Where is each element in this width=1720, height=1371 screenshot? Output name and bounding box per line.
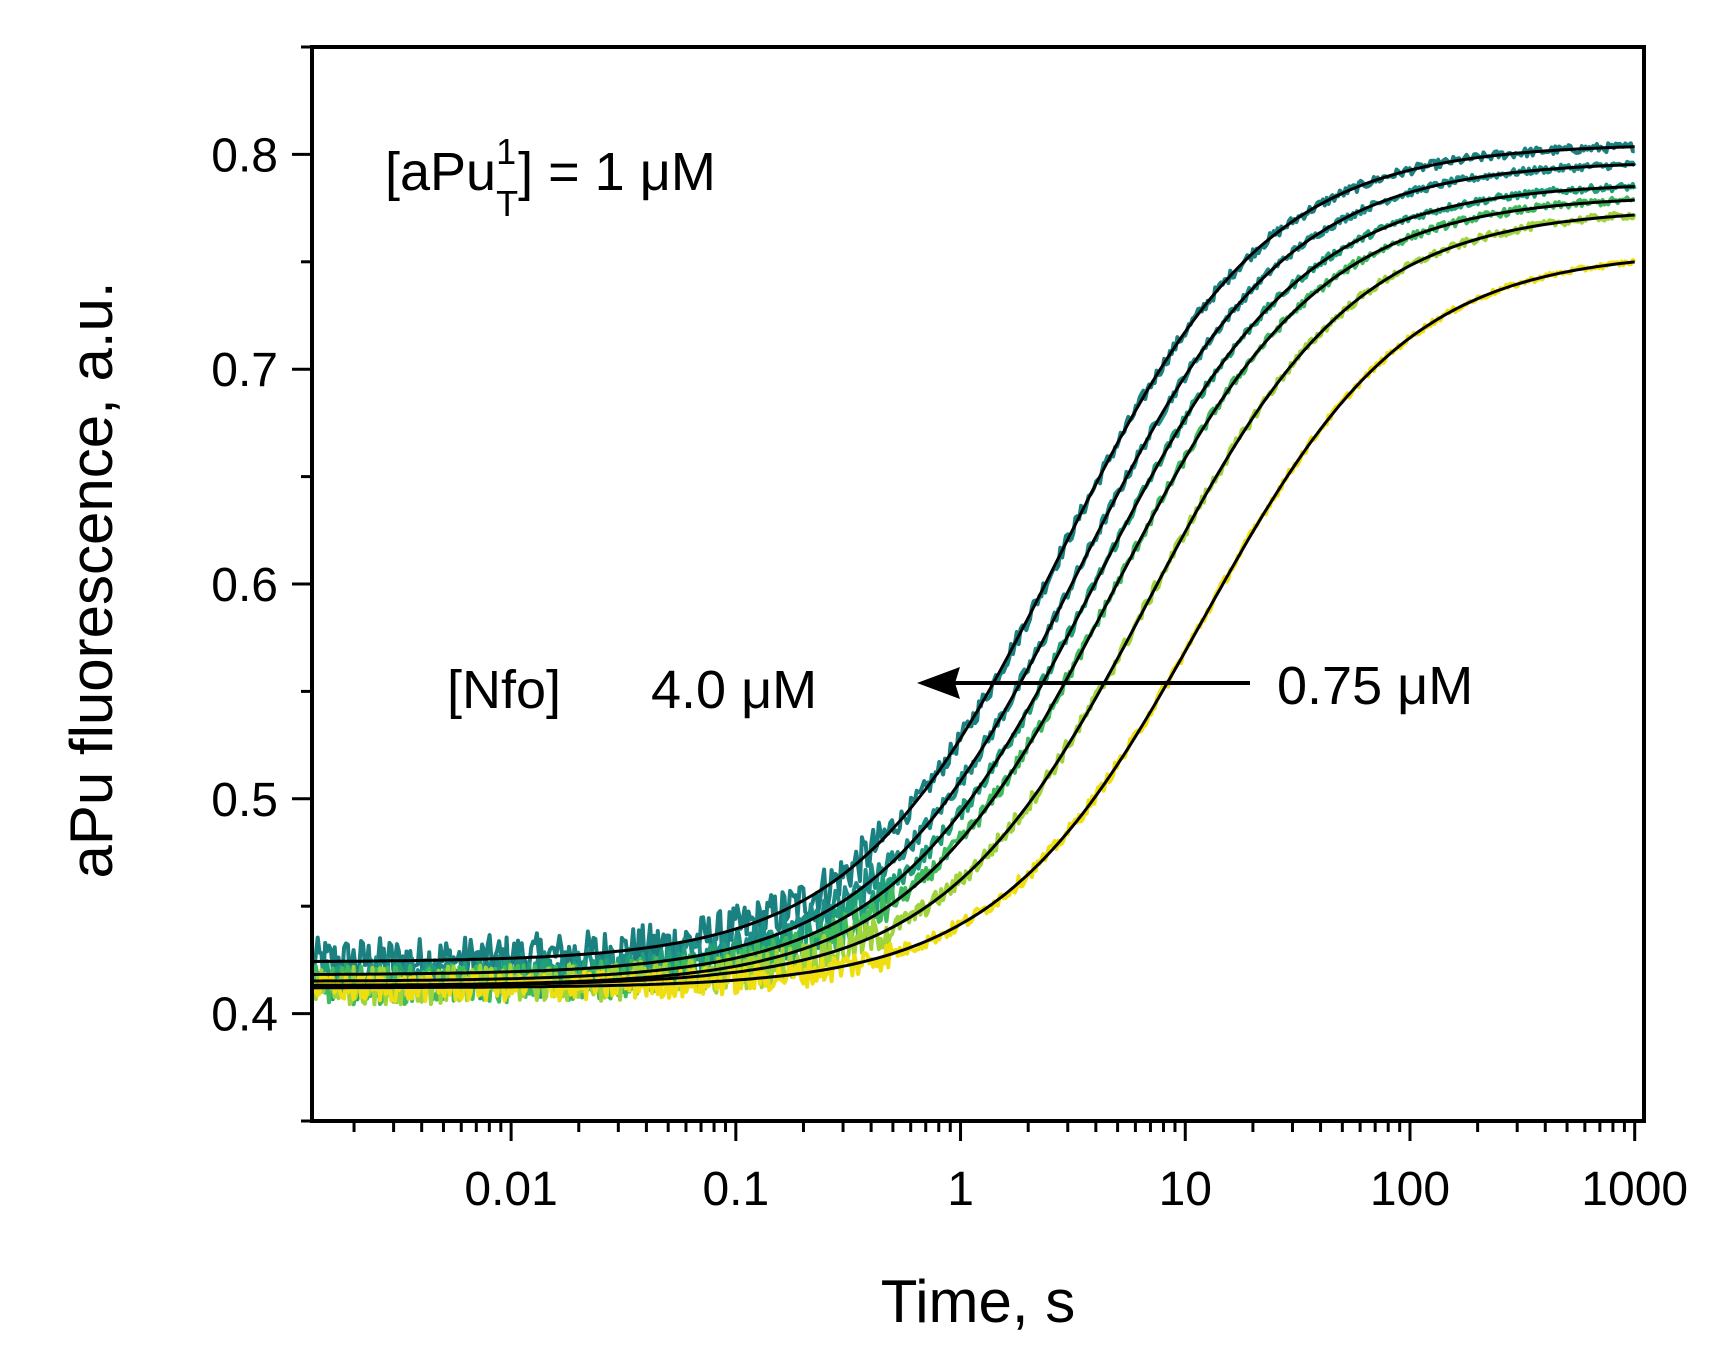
x-tick-label: 1000 bbox=[1581, 1163, 1688, 1216]
x-tick-label: 100 bbox=[1370, 1163, 1450, 1216]
nfo-arrow-head bbox=[917, 667, 960, 699]
x-tick-label: 0.01 bbox=[464, 1163, 557, 1216]
series-line-2 bbox=[310, 181, 1637, 1002]
concentration-prefix: [aPu bbox=[385, 142, 496, 202]
concentration-suffix: ] = 1 μM bbox=[518, 142, 716, 202]
series-line-4 bbox=[310, 210, 1637, 1007]
concentration-sub: T bbox=[496, 183, 518, 224]
fit-line-0 bbox=[312, 145, 1635, 963]
concentration-annotation: [aPu1 T] = 1 μM bbox=[385, 131, 716, 224]
nfo-label: [Nfo] bbox=[447, 660, 561, 720]
x-tick-label: 0.1 bbox=[702, 1163, 769, 1216]
fit-line-4 bbox=[311, 213, 1635, 987]
fit-line-1 bbox=[312, 163, 1635, 976]
x-tick-label: 1 bbox=[947, 1163, 974, 1216]
y-tick-label: 0.4 bbox=[211, 989, 278, 1042]
x-tick-label: 10 bbox=[1159, 1163, 1212, 1216]
y-axis-title: aPu fluorescence, a.u. bbox=[58, 281, 125, 878]
arrow-end-label: 4.0 μM bbox=[651, 660, 817, 720]
series-line-5 bbox=[310, 258, 1637, 1004]
y-tick-label: 0.5 bbox=[211, 774, 278, 827]
data-layer bbox=[310, 141, 1637, 1007]
fit-line-2 bbox=[312, 185, 1635, 983]
y-tick-label: 0.6 bbox=[211, 559, 278, 612]
arrow-start-label: 0.75 μM bbox=[1277, 656, 1473, 716]
x-axis-ticks: 0.01 0.1 1 10 100 1000 bbox=[352, 1121, 1688, 1216]
y-axis-ticks: 0.4 0.5 0.6 0.7 0.8 bbox=[211, 45, 312, 1123]
fit-line-5 bbox=[312, 260, 1635, 990]
concentration-sup: 1 bbox=[496, 131, 516, 172]
series-line-0 bbox=[310, 141, 1635, 986]
y-tick-label: 0.7 bbox=[211, 344, 278, 397]
axes-layer: 0.01 0.1 1 10 100 1000 0.4 0.5 0.6 0.7 0.8 bbox=[211, 45, 1688, 1216]
y-tick-label: 0.8 bbox=[211, 129, 278, 182]
x-axis-title: Time, s bbox=[881, 1268, 1075, 1335]
